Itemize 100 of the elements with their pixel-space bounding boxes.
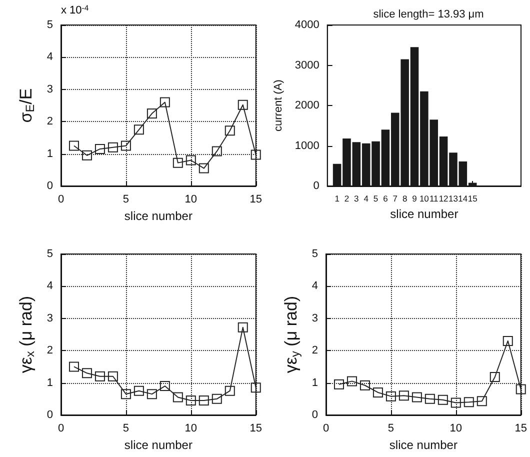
point <box>186 396 196 406</box>
x-tick-label: 15 <box>468 194 478 204</box>
y-tick-label: 2 <box>46 116 53 128</box>
y-tick-label: 5 <box>46 19 53 31</box>
y-axis-title: current (A) <box>272 80 284 132</box>
point <box>146 108 157 119</box>
point <box>68 362 79 372</box>
point <box>108 142 118 152</box>
x-tick-label: 15 <box>514 422 528 434</box>
y-tick-label: 1 <box>46 376 53 389</box>
point <box>224 126 235 136</box>
point <box>398 390 409 401</box>
y-tick-label: 0 <box>312 409 318 421</box>
point <box>82 368 92 378</box>
point <box>120 140 131 151</box>
x-tick-label: 0 <box>322 422 330 434</box>
y-tick-label: 0 <box>313 180 320 192</box>
point <box>360 380 370 390</box>
point <box>502 336 513 346</box>
x-tick-label: 5 <box>122 422 130 434</box>
x-tick-label: 15 <box>250 194 262 206</box>
point <box>412 392 422 402</box>
point <box>250 150 261 160</box>
point <box>476 396 487 406</box>
y-tick-label: 5 <box>46 248 53 260</box>
x-axis-title: slice number <box>124 208 192 223</box>
x-tick-label: 0 <box>58 194 64 206</box>
point <box>346 376 357 386</box>
x-tick-label: 13 <box>448 194 458 204</box>
x-tick-label: 6 <box>383 194 388 204</box>
x-tick-label: 11 <box>429 194 439 204</box>
y-tick-label: 2000 <box>294 100 320 112</box>
y-tick-label: 4 <box>46 51 53 64</box>
point <box>172 392 183 402</box>
y-tick-label: 3 <box>46 83 53 96</box>
x-tick-label: 3 <box>354 194 360 204</box>
point <box>224 386 235 396</box>
x-tick-label: 5 <box>122 194 130 206</box>
x-tick-label: 10 <box>450 422 462 434</box>
point <box>186 155 196 166</box>
point <box>94 144 105 154</box>
y-tick-label: 0 <box>46 409 53 421</box>
point <box>134 386 144 396</box>
point <box>212 394 222 404</box>
point <box>146 389 157 400</box>
point <box>238 322 248 332</box>
y-tick-label: 5 <box>312 248 318 260</box>
point <box>134 124 144 135</box>
y-tick-label: 3 <box>312 312 318 324</box>
x-tick-label: 10 <box>184 422 198 434</box>
x-tick-label: 5 <box>388 422 394 434</box>
x-tick-label: 9 <box>412 194 418 204</box>
point <box>372 387 383 398</box>
point <box>198 163 209 174</box>
y-tick-label: 0 <box>46 180 53 192</box>
x-tick-label: 14 <box>458 194 468 204</box>
x-tick-label: 5 <box>373 194 378 204</box>
y-tick-label: 4 <box>312 280 318 292</box>
x-tick-label: 8 <box>402 194 408 204</box>
x-axis-title: slice number <box>390 207 458 221</box>
point <box>424 394 435 404</box>
x-tick-label: 10 <box>184 194 198 206</box>
point <box>334 379 344 390</box>
point <box>212 146 222 156</box>
y-tick-label: 3 <box>46 312 53 324</box>
point <box>94 371 105 382</box>
x-tick-label: 0 <box>58 422 64 434</box>
x-tick-label: 4 <box>364 194 369 204</box>
y-axis-title: σE/E <box>16 88 37 123</box>
x-tick-label: 2 <box>344 194 350 204</box>
y-tick-label: 3000 <box>294 59 320 72</box>
point <box>386 391 396 402</box>
point <box>108 371 118 382</box>
point <box>490 372 500 382</box>
x-tick-label: 7 <box>392 194 398 204</box>
x-tick-label: 10 <box>419 194 430 204</box>
y-tick-label: 2 <box>46 344 53 357</box>
point <box>438 394 448 405</box>
x-tick-label: 12 <box>438 194 449 204</box>
y-axis-title: γεy (μ rad) <box>282 296 302 374</box>
x-tick-label: 1 <box>334 194 340 204</box>
x-axis-title: slice number <box>389 438 458 452</box>
point <box>160 381 170 392</box>
point <box>516 384 526 394</box>
point <box>198 396 209 406</box>
point <box>120 389 131 400</box>
point <box>250 382 261 393</box>
point <box>172 158 183 168</box>
y-tick-label: 1 <box>312 376 318 389</box>
y-tick-label: 2 <box>312 344 318 357</box>
x-axis-title: slice number <box>124 438 192 452</box>
point <box>82 150 92 160</box>
point <box>464 397 474 408</box>
point <box>450 398 461 408</box>
y-tick-label: 1 <box>46 148 53 160</box>
y-axis-title: γεx (μ rad) <box>16 296 37 374</box>
point <box>238 100 248 110</box>
y-tick-label: 4 <box>46 280 53 292</box>
x-tick-label: 15 <box>250 422 262 434</box>
point <box>68 140 79 151</box>
